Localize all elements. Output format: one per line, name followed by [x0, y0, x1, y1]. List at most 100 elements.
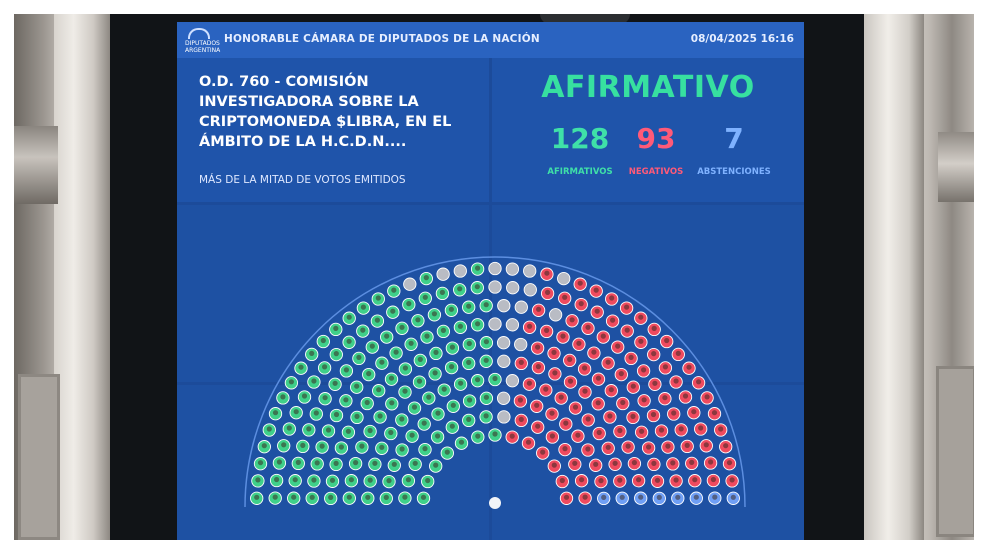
logo-text: DIPUTADOS: [185, 40, 220, 47]
deputy-photo: [457, 286, 463, 292]
seat-absent: [497, 354, 511, 368]
deputy-photo: [379, 444, 385, 450]
deputy-photo: [620, 399, 626, 406]
chamber-logo: DIPUTADOS ARGENTINA: [185, 28, 220, 54]
vote-result: AFIRMATIVO: [541, 70, 755, 105]
deputy-photo: [673, 378, 679, 384]
deputy-photo: [372, 460, 378, 466]
deputy-photo: [422, 446, 428, 452]
deputy-photo: [449, 344, 455, 350]
deputy-photo: [426, 394, 432, 400]
deputy-photo: [535, 423, 541, 429]
abstention-count: 7: [724, 122, 744, 155]
deputy-photo: [346, 494, 352, 500]
deputy-photo: [466, 303, 472, 309]
photo: DIPUTADOS ARGENTINA HONORABLE CÁMARA DE …: [14, 14, 974, 540]
deputy-photo: [609, 295, 615, 301]
deputy-photo: [466, 340, 472, 347]
marble-pillar: [864, 14, 924, 540]
deputy-photo: [405, 477, 411, 483]
deputy-photo: [651, 351, 657, 357]
deputy-photo: [698, 425, 704, 431]
deputy-photo: [726, 460, 733, 466]
deputy-photo: [718, 426, 724, 432]
deputy-photo: [276, 459, 282, 465]
deputy-photo: [301, 393, 308, 399]
deputy-photo: [309, 350, 315, 356]
deputy-photo: [535, 344, 541, 350]
deputy-photo: [662, 364, 668, 370]
deputy-photo: [399, 324, 405, 330]
deputy-photo: [596, 429, 602, 436]
deputy-photo: [675, 350, 681, 356]
deputy-photo: [641, 397, 647, 403]
deputy-photo: [255, 477, 261, 483]
deputy-photo: [639, 428, 645, 434]
seat-absent: [523, 283, 537, 297]
marble-wall-left: [14, 14, 110, 540]
deputy-photo: [364, 399, 370, 406]
deputy-photo: [391, 287, 397, 293]
deputy-photo: [594, 308, 600, 314]
hemicycle-outline: [244, 256, 746, 508]
marble-pillar: [54, 14, 110, 540]
deputy-photo: [328, 494, 334, 500]
deputy-photo: [483, 413, 489, 419]
deputy-photo: [605, 359, 611, 365]
deputy-photo: [624, 304, 630, 310]
seat-absent: [488, 261, 502, 276]
deputy-photo: [354, 383, 360, 389]
deputy-photo: [607, 413, 613, 419]
deputy-photo: [638, 338, 644, 344]
deputy-photo: [675, 494, 681, 500]
deputy-photo: [582, 365, 588, 371]
deputy-photo: [458, 439, 465, 445]
deputy-photo: [412, 460, 418, 466]
deputy-photo: [399, 416, 405, 422]
deputy-photo: [710, 476, 717, 483]
deputy-photo: [670, 460, 676, 466]
deputy-photo: [671, 410, 677, 416]
deputy-photo: [261, 443, 267, 449]
deputy-photo: [559, 477, 565, 484]
vote-datetime: 08/04/2025 16:16: [690, 33, 794, 45]
deputy-photo: [348, 477, 354, 483]
affirmative-count: 128: [550, 122, 610, 155]
deputy-photo: [656, 494, 662, 500]
deputy-photo: [545, 289, 551, 295]
deputy-photo: [691, 409, 697, 415]
deputy-photo: [562, 446, 568, 452]
deputy-photo: [266, 426, 272, 432]
deputy-photo: [630, 413, 636, 419]
deputy-photo: [424, 333, 430, 339]
deputy-photo: [544, 270, 550, 276]
deputy-photo: [651, 460, 657, 466]
logo-text: ARGENTINA: [185, 47, 221, 54]
voting-board: DIPUTADOS ARGENTINA HONORABLE CÁMARA DE …: [177, 22, 804, 540]
deputy-photo: [572, 404, 579, 410]
deputy-photo: [343, 367, 349, 373]
deputy-photo: [638, 314, 644, 320]
seat-absent: [548, 308, 563, 322]
deputy-photo: [540, 449, 546, 455]
deputy-photo: [617, 427, 623, 434]
deputy-photo: [658, 427, 665, 433]
deputy-photo: [654, 477, 661, 483]
deputy-photo: [417, 356, 423, 362]
deputy-photo: [730, 494, 736, 500]
deputy-photo: [369, 343, 375, 349]
deputy-photo: [377, 413, 383, 419]
abstention-label: ABSTENCIONES: [697, 167, 771, 177]
deputy-photo: [422, 294, 428, 300]
deputy-photo: [367, 477, 373, 483]
deputy-photo: [399, 446, 405, 452]
deputy-photo: [420, 494, 427, 500]
deputy-photo: [254, 494, 260, 500]
deputy-photo: [492, 431, 498, 437]
seat-hemicycle: [244, 256, 746, 509]
deputy-photo: [435, 433, 441, 439]
deputy-photo: [281, 442, 287, 448]
wall-panel: [18, 374, 60, 540]
deputy-photo: [379, 359, 385, 365]
seat-absent: [557, 271, 571, 286]
